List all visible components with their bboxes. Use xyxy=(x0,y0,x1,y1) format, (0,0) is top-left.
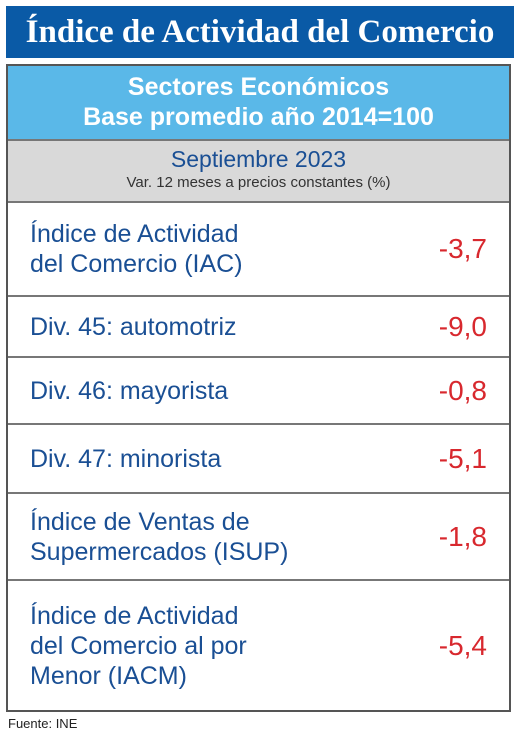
row-label: Índice de Actividad del Comercio (IAC) xyxy=(30,219,243,279)
row-label-line: Índice de Actividad xyxy=(30,220,239,248)
table-row: Div. 46: mayorista -0,8 xyxy=(8,358,509,425)
row-label-line: Índice de Ventas de xyxy=(30,507,250,536)
source-note: Fuente: INE xyxy=(8,716,78,731)
table-row: Índice de Ventas de Supermercados (ISUP)… xyxy=(8,494,509,581)
row-label: Div. 46: mayorista xyxy=(30,376,228,406)
row-value: -5,1 xyxy=(438,442,487,474)
table-header: Sectores Económicos Base promedio año 20… xyxy=(8,66,509,141)
row-value: -3,7 xyxy=(438,233,487,264)
row-label: Índice de Actividad del Comercio al por … xyxy=(30,601,247,691)
table-row: Div. 45: automotriz -9,0 xyxy=(8,297,509,358)
header-line-2: Base promedio año 2014=100 xyxy=(83,103,434,131)
row-value: -5,4 xyxy=(438,629,487,661)
page-title: Índice de Actividad del Comercio xyxy=(6,6,514,58)
table-row: Div. 47: minorista -5,1 xyxy=(8,425,509,494)
indicator-table: Sectores Económicos Base promedio año 20… xyxy=(6,64,511,712)
row-label-line: del Comercio (IAC) xyxy=(30,250,243,278)
row-label-line: Div. 45: automotriz xyxy=(30,312,237,341)
table-row: Índice de Actividad del Comercio (IAC) -… xyxy=(8,203,509,297)
row-label-line: Div. 46: mayorista xyxy=(30,376,229,405)
row-label: Div. 47: minorista xyxy=(30,444,221,474)
row-label-line: Menor (IACM) xyxy=(30,661,187,690)
row-label: Índice de Ventas de Supermercados (ISUP) xyxy=(30,507,288,567)
period-note: Var. 12 meses a precios constantes (%) xyxy=(126,174,391,191)
row-label-line: Div. 47: minorista xyxy=(30,444,222,473)
row-label-line: del Comercio al por xyxy=(30,631,247,660)
period-band: Septiembre 2023 Var. 12 meses a precios … xyxy=(8,141,509,203)
row-label: Div. 45: automotriz xyxy=(30,312,237,342)
row-value: -1,8 xyxy=(438,520,487,552)
row-value: -9,0 xyxy=(438,310,487,342)
row-value: -0,8 xyxy=(438,374,487,406)
header-line-1: Sectores Económicos xyxy=(127,73,390,101)
row-label-line: Supermercados (ISUP) xyxy=(30,537,289,566)
period-month: Septiembre 2023 xyxy=(170,146,347,172)
table-row: Índice de Actividad del Comercio al por … xyxy=(8,581,509,710)
row-label-line: Índice de Actividad xyxy=(30,601,239,630)
